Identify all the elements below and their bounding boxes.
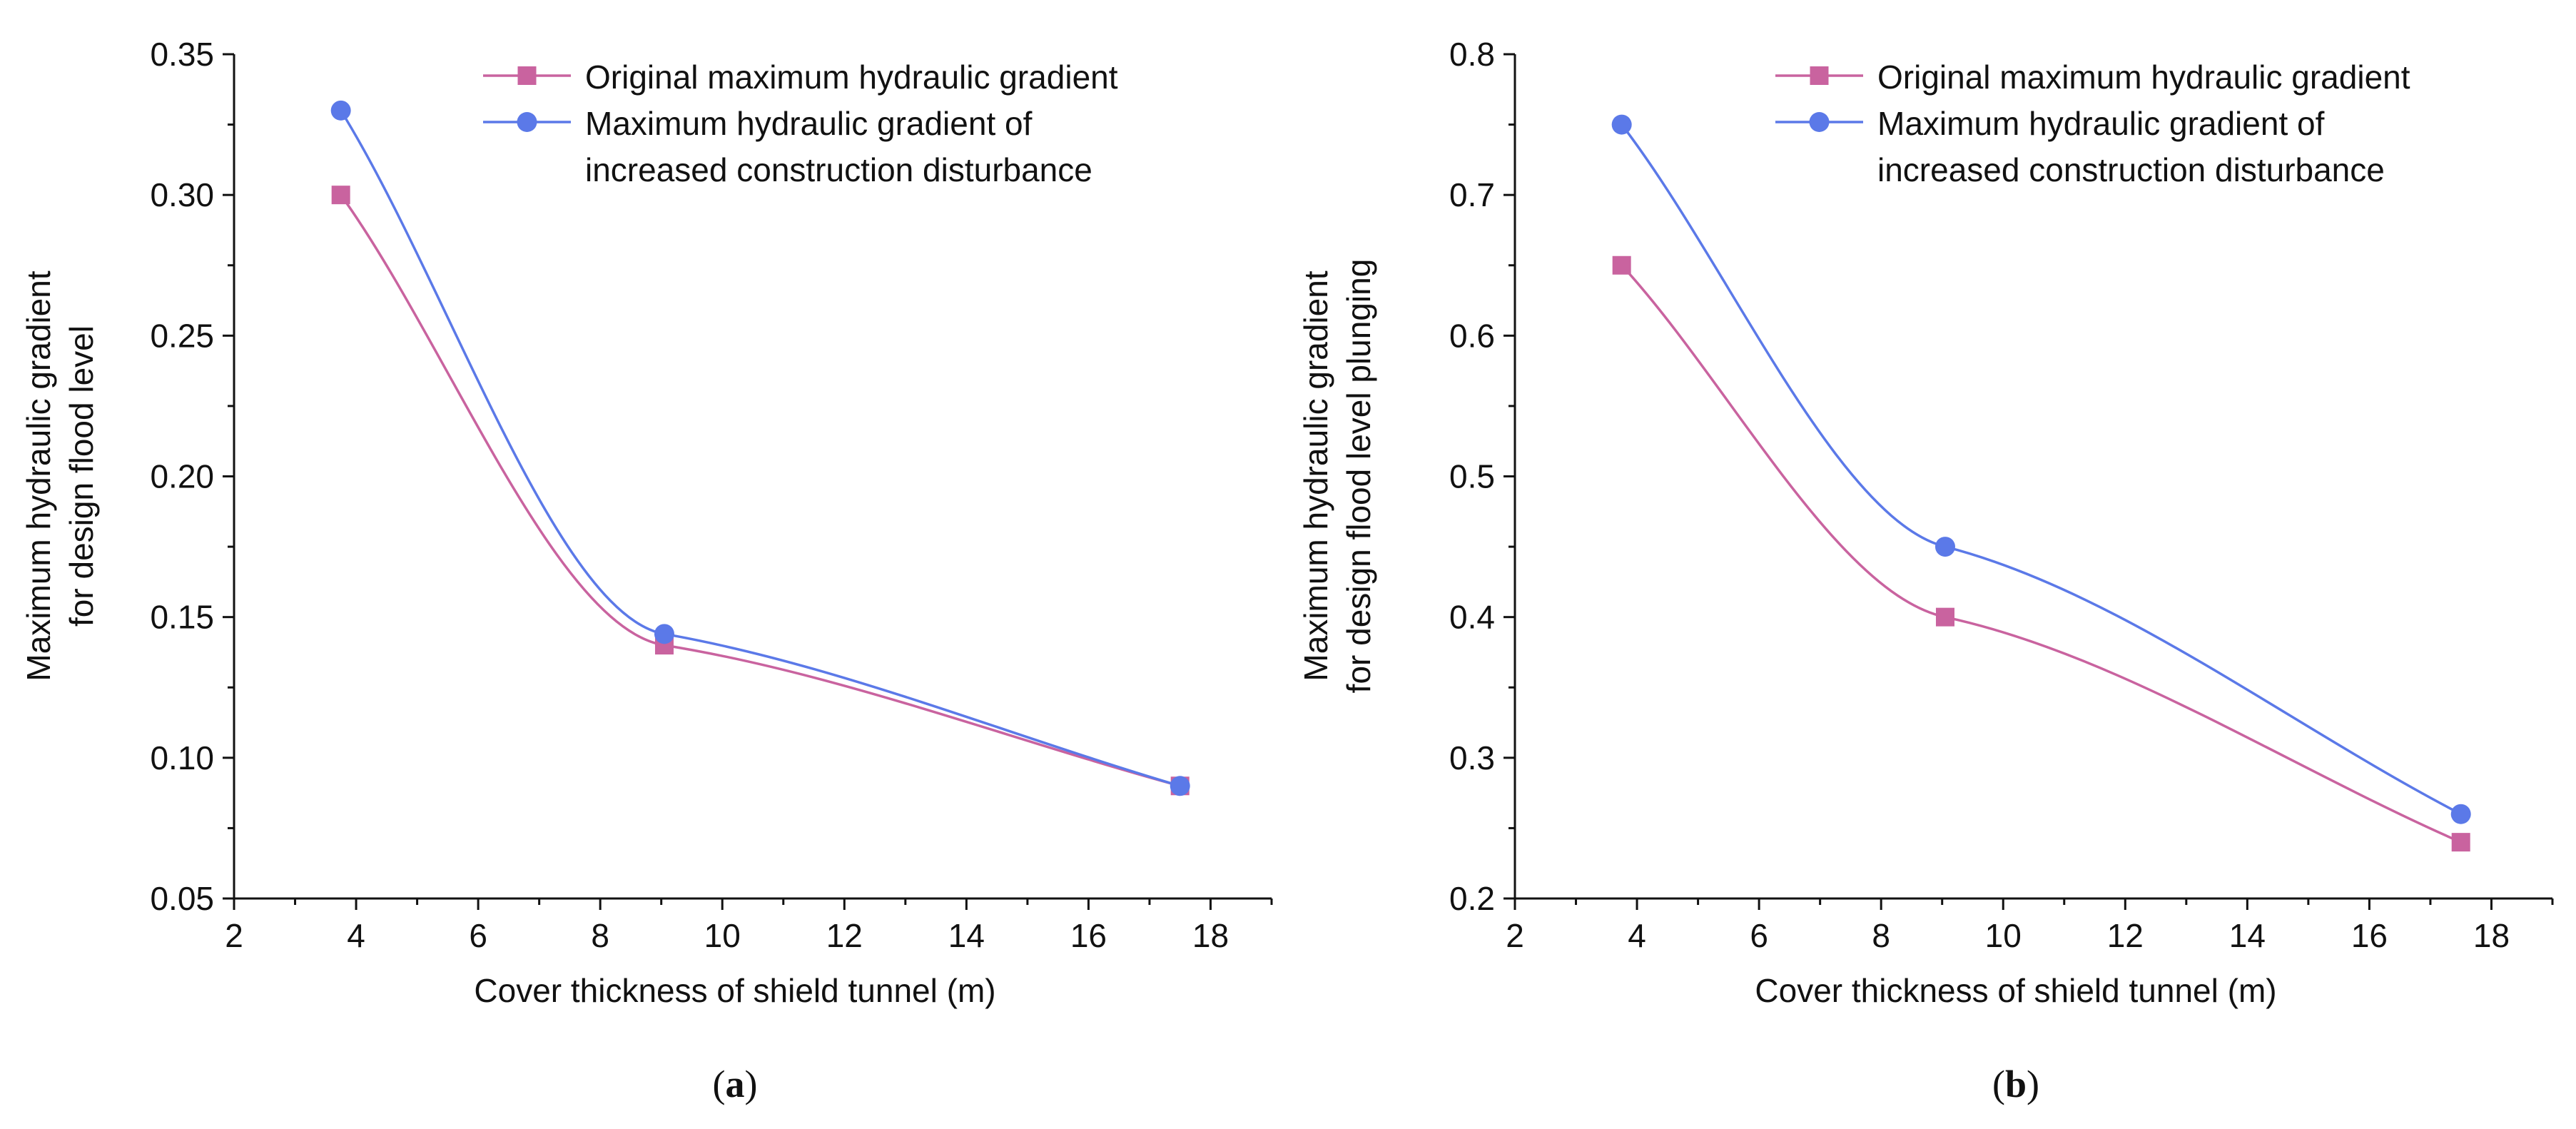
x-tick-label: 14 xyxy=(948,917,985,954)
y-tick-label: 0.7 xyxy=(1449,176,1495,213)
x-tick-label: 18 xyxy=(2473,917,2510,954)
legend: Original maximum hydraulic gradient Maxim… xyxy=(1775,59,2410,188)
chart-panel-a: 2 4 6 8 10 12 14 16 18 0.05 0.10 0.15 0.20 0.25 0.30 0.… xyxy=(20,36,1273,1105)
y-tick-label: 0.30 xyxy=(150,176,214,213)
y-tick-label: 0.4 xyxy=(1449,599,1495,636)
y-tick-label: 0.3 xyxy=(1449,739,1495,776)
data-point xyxy=(331,186,350,205)
legend-marker xyxy=(517,112,537,132)
y-axis-title-line: Maximum hydraulic gradient xyxy=(20,270,57,681)
data-point xyxy=(1934,537,1955,557)
series-line xyxy=(340,194,1181,787)
legend-label: increased construction disturbance xyxy=(585,151,1092,188)
y-tick-label: 0.5 xyxy=(1449,458,1495,495)
legend-marker xyxy=(1810,66,1829,85)
data-point xyxy=(330,100,351,121)
x-tick-label: 4 xyxy=(1628,917,1646,954)
chart-panel-b: 2 4 6 8 10 12 14 16 18 0.2 0.3 0.4 0.5 0.6 0.7 0.8 Cover… xyxy=(1297,36,2554,1105)
x-tick-label: 10 xyxy=(1985,917,2022,954)
x-tick-label: 2 xyxy=(225,917,243,954)
y-tick-label: 0.20 xyxy=(150,458,214,495)
legend-label: Maximum hydraulic gradient of xyxy=(1877,105,2325,142)
x-tick-label: 16 xyxy=(2351,917,2388,954)
y-axis-title-line: Maximum hydraulic gradient xyxy=(1297,270,1334,681)
series-line xyxy=(340,109,1181,787)
series-original xyxy=(331,186,1190,796)
data-point xyxy=(654,624,674,644)
y-tick-label: 0.2 xyxy=(1449,880,1495,917)
panel-label: (b) xyxy=(1992,1063,2039,1105)
legend-item: Original maximum hydraulic gradient xyxy=(1775,59,2410,96)
data-point xyxy=(1935,607,1954,627)
series-increased-disturbance xyxy=(1611,114,2471,824)
data-point xyxy=(2450,804,2471,824)
y-tick-label: 0.15 xyxy=(150,599,214,636)
x-tick-label: 10 xyxy=(704,917,741,954)
x-tick-label: 4 xyxy=(347,917,365,954)
x-tick-label: 8 xyxy=(1872,917,1890,954)
legend-marker xyxy=(517,66,537,85)
y-tick-label: 0.10 xyxy=(150,739,214,776)
legend-item: Original maximum hydraulic gradient xyxy=(483,59,1118,96)
x-tick-label: 12 xyxy=(826,917,863,954)
legend-label: Original maximum hydraulic gradient xyxy=(1877,59,2410,96)
panel-label: (a) xyxy=(713,1063,758,1105)
x-tick-label: 16 xyxy=(1070,917,1107,954)
y-tick-label: 0.05 xyxy=(150,880,214,917)
legend: Original maximum hydraulic gradient Maxim… xyxy=(483,59,1118,188)
data-point xyxy=(1611,114,1632,135)
series-line xyxy=(1621,123,2462,816)
y-tick-label: 0.25 xyxy=(150,317,214,354)
x-tick-label: 6 xyxy=(469,917,487,954)
x-tick-label: 12 xyxy=(2107,917,2144,954)
data-point xyxy=(1170,776,1190,796)
legend-marker xyxy=(1809,112,1830,132)
legend-label: Original maximum hydraulic gradient xyxy=(585,59,1118,96)
legend-label: increased construction disturbance xyxy=(1877,151,2385,188)
x-tick-label: 6 xyxy=(1750,917,1768,954)
series-increased-disturbance xyxy=(330,100,1190,796)
x-tick-label: 18 xyxy=(1192,917,1229,954)
legend-item: Maximum hydraulic gradient of increased c… xyxy=(483,105,1092,188)
y-axis-title-line: for design flood level plunging xyxy=(1340,259,1377,694)
y-axis-title-line: for design flood level xyxy=(63,325,100,627)
y-tick-label: 0.8 xyxy=(1449,36,1495,73)
legend-item: Maximum hydraulic gradient of increased c… xyxy=(1775,105,2385,188)
x-axis-title: Cover thickness of shield tunnel (m) xyxy=(1755,972,2276,1009)
data-point xyxy=(2451,833,2470,852)
series-original xyxy=(1612,255,2470,852)
x-tick-label: 2 xyxy=(1506,917,1524,954)
data-point xyxy=(1612,255,1631,275)
y-tick-label: 0.6 xyxy=(1449,317,1495,354)
series-line xyxy=(1621,264,2462,844)
y-tick-label: 0.35 xyxy=(150,36,214,73)
x-tick-label: 14 xyxy=(2229,917,2266,954)
x-tick-label: 8 xyxy=(591,917,609,954)
legend-label: Maximum hydraulic gradient of xyxy=(585,105,1033,142)
x-axis-title: Cover thickness of shield tunnel (m) xyxy=(474,972,995,1009)
